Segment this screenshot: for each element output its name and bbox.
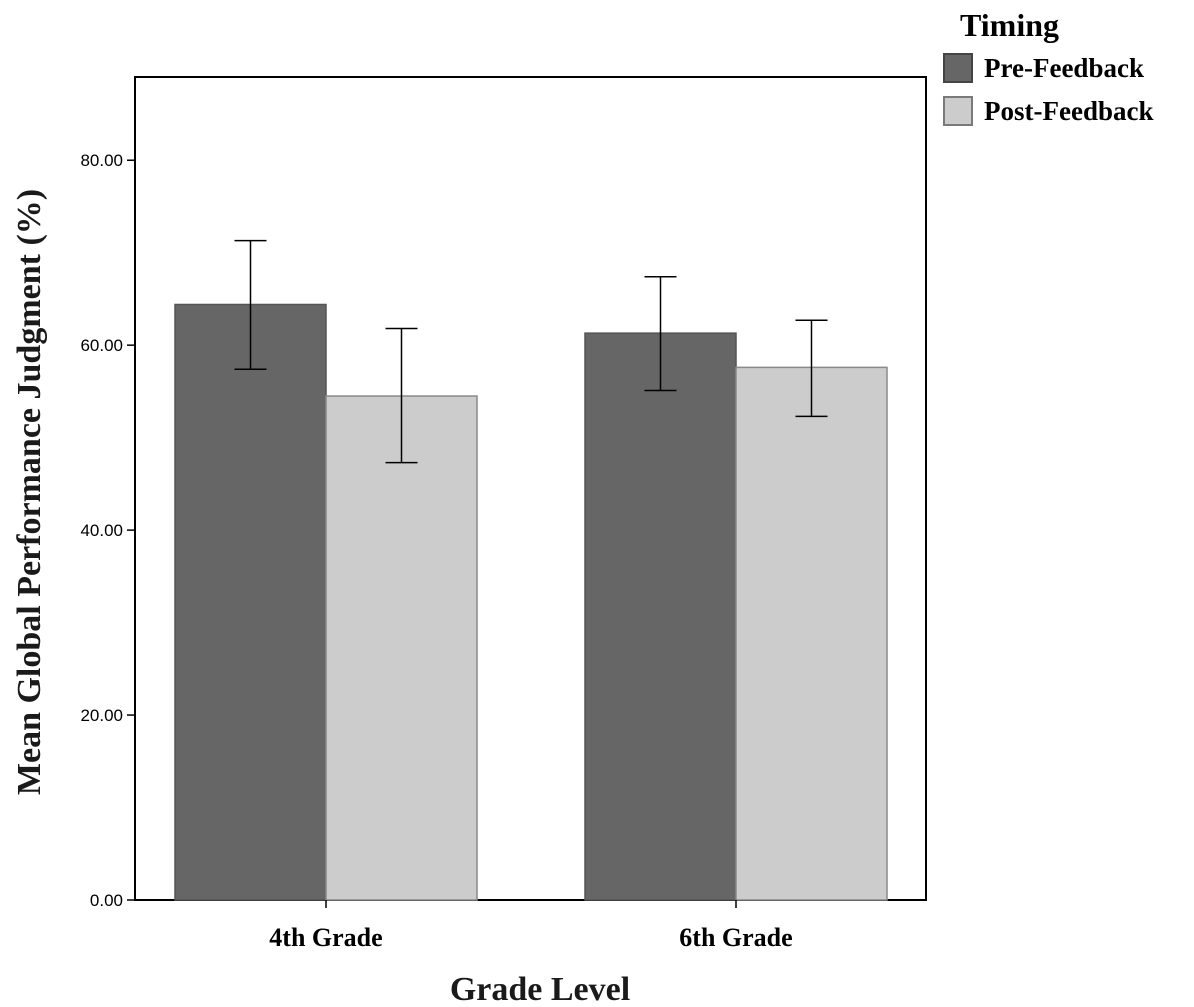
- bar-pre-feedback-6th-grade: [584, 332, 737, 901]
- bar-post-feedback-6th-grade: [735, 366, 888, 901]
- plot-frame: [134, 76, 927, 901]
- y-tick-label: 80.00: [80, 151, 123, 170]
- legend-label: Pre-Feedback: [984, 53, 1144, 83]
- y-tick-label: 20.00: [80, 706, 123, 725]
- x-axis: 4th Grade 6th Grade: [269, 900, 793, 952]
- bar-pre-feedback-4th-grade: [174, 303, 327, 901]
- bars: [174, 303, 888, 901]
- y-tick-label: 40.00: [80, 521, 123, 540]
- y-axis-title: Mean Global Performance Judgment (%): [11, 189, 48, 795]
- legend-swatch: [943, 53, 973, 83]
- legend: Timing Pre-Feedback Post-Feedback: [943, 7, 1153, 126]
- legend-swatch: [943, 96, 973, 126]
- x-tick-label: 6th Grade: [679, 923, 792, 952]
- x-tick-label: 4th Grade: [269, 923, 382, 952]
- bar-post-feedback-4th-grade: [325, 395, 478, 901]
- y-tick-label: 60.00: [80, 336, 123, 355]
- legend-title: Timing: [960, 7, 1059, 43]
- x-axis-title: Grade Level: [450, 971, 630, 1007]
- y-axis: 0.00 20.00 40.00 60.00 80.00: [80, 151, 135, 910]
- y-tick-label: 0.00: [90, 891, 123, 910]
- legend-label: Post-Feedback: [984, 96, 1153, 126]
- error-bars: [234, 239, 828, 464]
